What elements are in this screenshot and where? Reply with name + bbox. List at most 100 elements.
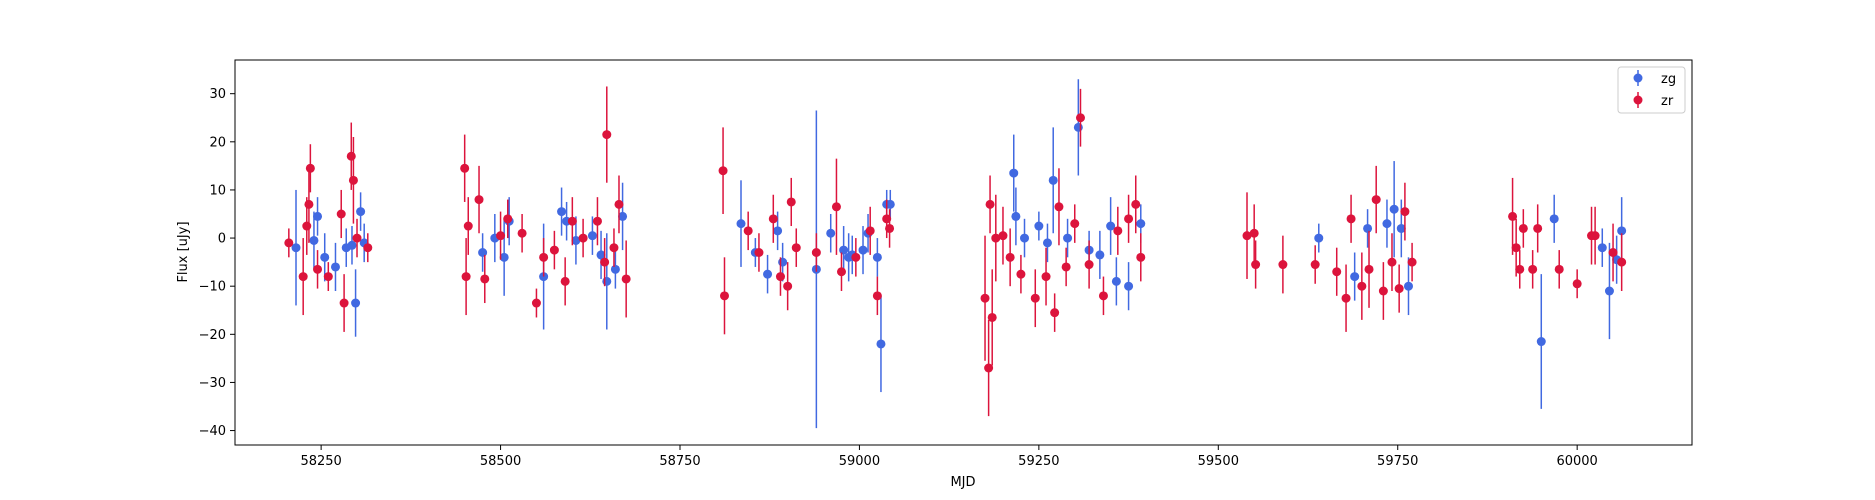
data-point	[339, 298, 349, 308]
data-point	[1070, 219, 1080, 229]
series-zr	[284, 86, 1627, 417]
data-point	[1314, 233, 1324, 243]
data-point	[1124, 281, 1134, 291]
x-tick-label: 58500	[480, 454, 521, 469]
data-point	[348, 175, 358, 185]
data-point	[980, 293, 990, 303]
data-point	[998, 231, 1008, 241]
data-point	[1617, 226, 1627, 236]
data-point	[858, 245, 868, 255]
data-point	[872, 291, 882, 301]
data-point	[352, 233, 362, 243]
data-point	[1030, 293, 1040, 303]
x-tick-label: 58750	[659, 454, 700, 469]
data-point	[602, 276, 612, 286]
data-point	[1073, 122, 1083, 132]
data-point	[1382, 219, 1392, 229]
data-point	[1332, 267, 1342, 277]
data-point	[600, 257, 610, 267]
y-axis: −40 −30 −20 −10 0 10 20 30	[199, 87, 235, 439]
data-point	[313, 211, 323, 221]
data-point	[1400, 207, 1410, 217]
data-point	[1041, 272, 1051, 282]
data-point	[1111, 276, 1121, 286]
data-point	[1034, 221, 1044, 231]
data-point	[531, 298, 541, 308]
data-point	[775, 272, 785, 282]
data-point	[1054, 202, 1064, 212]
data-point	[596, 250, 606, 260]
y-tick-label: −30	[199, 376, 226, 391]
data-point	[768, 214, 778, 224]
data-point	[291, 243, 301, 253]
data-point	[778, 257, 788, 267]
data-point	[1549, 214, 1559, 224]
data-point	[1278, 260, 1288, 270]
y-tick-label: −40	[199, 424, 226, 439]
data-point	[618, 211, 628, 221]
data-point	[1346, 214, 1356, 224]
data-point	[560, 276, 570, 286]
data-point	[284, 238, 294, 248]
data-point	[1371, 195, 1381, 205]
data-point	[356, 207, 366, 217]
data-point	[1508, 211, 1518, 221]
data-point	[1098, 291, 1108, 301]
data-point	[305, 163, 315, 173]
x-axis-label: MJD	[950, 475, 975, 490]
data-point	[719, 291, 729, 301]
data-point	[1394, 284, 1404, 294]
data-point	[1590, 231, 1600, 241]
data-point	[872, 252, 882, 262]
data-point	[1515, 264, 1525, 274]
y-tick-label: 30	[209, 87, 226, 102]
data-point	[330, 262, 340, 272]
data-point	[313, 264, 323, 274]
data-point	[1251, 260, 1261, 270]
data-point	[592, 216, 602, 226]
data-point	[539, 252, 549, 262]
data-point	[1364, 264, 1374, 274]
y-tick-label: −10	[199, 280, 226, 295]
data-point	[496, 231, 506, 241]
data-point	[1554, 264, 1564, 274]
y-axis-label: Flux [uJy]	[176, 221, 191, 282]
data-point	[1403, 281, 1413, 291]
data-point	[610, 264, 620, 274]
x-tick-label: 59750	[1377, 454, 1418, 469]
data-point	[826, 228, 836, 238]
y-tick-label: 10	[209, 183, 226, 198]
data-point	[478, 248, 488, 257]
data-point	[463, 221, 473, 231]
data-point	[1136, 252, 1146, 262]
data-point	[480, 274, 490, 284]
data-point	[346, 151, 356, 161]
plot-frame	[234, 59, 1693, 446]
data-point	[578, 233, 588, 243]
data-point	[323, 272, 333, 282]
data-point	[783, 281, 793, 291]
data-point	[736, 219, 746, 229]
data-point	[991, 233, 1001, 243]
data-point	[885, 199, 895, 209]
y-tick-label: 20	[209, 135, 226, 150]
data-point	[1604, 286, 1614, 296]
data-point	[336, 209, 346, 219]
data-point	[1084, 260, 1094, 270]
data-point	[851, 252, 861, 262]
data-point	[621, 274, 631, 284]
data-point	[499, 252, 509, 262]
data-point	[1357, 281, 1367, 291]
x-tick-label: 59250	[1018, 454, 1059, 469]
data-point	[567, 216, 577, 226]
data-point	[1350, 272, 1360, 282]
data-point	[1387, 257, 1397, 267]
data-point	[503, 214, 513, 224]
data-point	[1136, 219, 1146, 229]
data-point	[839, 245, 849, 255]
legend-label-zr: zr	[1661, 94, 1674, 109]
x-tick-label: 59500	[1198, 454, 1239, 469]
data-point	[1113, 226, 1123, 236]
data-point	[609, 243, 619, 253]
